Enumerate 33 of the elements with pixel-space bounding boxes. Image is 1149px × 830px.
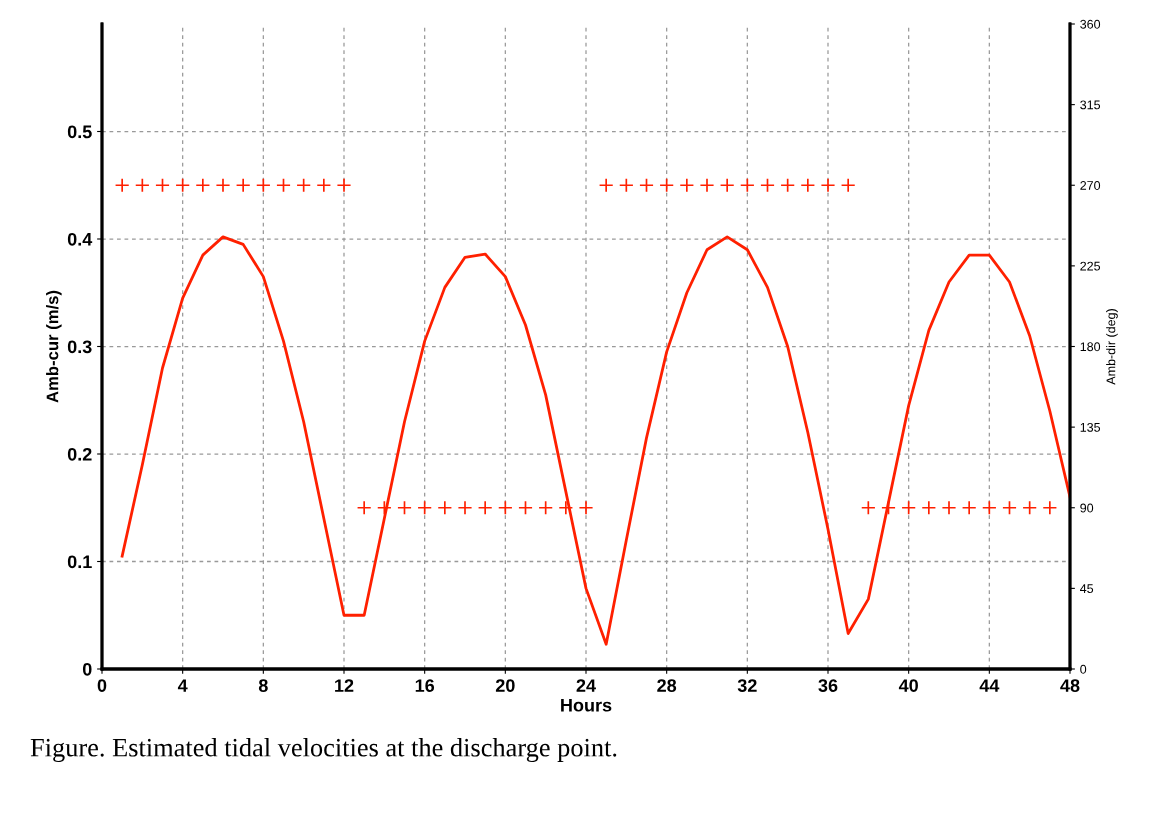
y2-tick-label: 180 (1080, 342, 1101, 352)
line-series (120, 235, 1070, 646)
y-tick-label: 0.5 (67, 125, 92, 139)
y2-tick-label: 225 (1080, 261, 1101, 271)
y2-tick-label: 90 (1080, 503, 1094, 513)
y2-tick-label: 315 (1080, 100, 1101, 110)
y2-tick-label: 45 (1080, 584, 1094, 594)
text: Figure. Estimated tidal velocities at the discharge point. (30, 738, 617, 762)
x-tick-label: 16 (415, 679, 435, 692)
y2-tick-label: 135 (1080, 422, 1101, 432)
x-tick-label: 48 (1060, 679, 1080, 692)
x-tick-label: 32 (737, 679, 757, 693)
x-tick-label: 36 (818, 679, 838, 693)
x-tick-label: 8 (258, 679, 268, 692)
x-tick-label: 4 (177, 679, 188, 692)
y-tick-label: 0.3 (67, 340, 92, 354)
y-tick-label: 0 (82, 662, 92, 676)
y2-tick-label: 0 (1080, 664, 1087, 674)
y2-tick-label: 360 (1080, 19, 1101, 29)
x-tick-label: 12 (335, 679, 354, 692)
x-tick-label: 0 (97, 679, 107, 692)
y-tick-label: 0.1 (67, 555, 92, 569)
x-tick-label: 24 (576, 679, 596, 692)
x-tick-label: 44 (979, 679, 1000, 692)
y2-tick-label: 270 (1080, 181, 1101, 190)
x-tick-label: 40 (898, 679, 918, 692)
x-axis-title: Hours (561, 698, 612, 712)
x-tick-label: 20 (495, 679, 515, 692)
y-tick-label: 0.2 (67, 447, 92, 461)
y-tick-label: 0.4 (67, 232, 93, 246)
y-axis-title: Amb-cur (m/s) (46, 290, 62, 403)
y2-axis-title: Amb-dir (deg) (1106, 309, 1118, 385)
x-tick-label: 28 (657, 679, 677, 692)
